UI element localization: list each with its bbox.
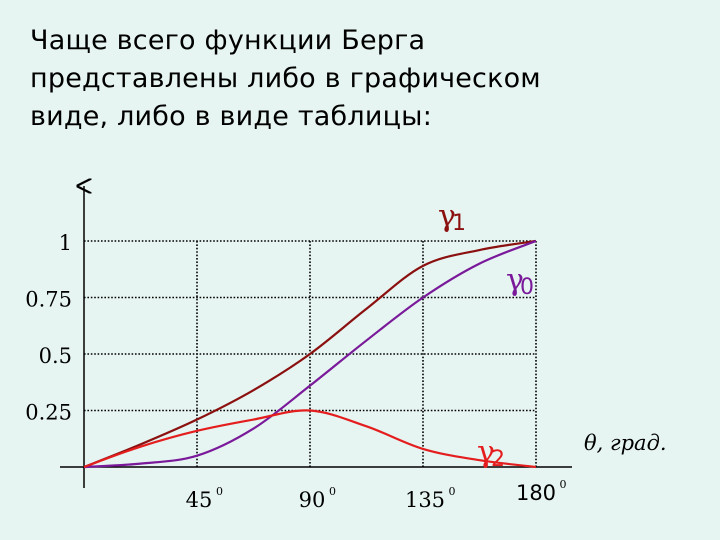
- series-line-gamma0: [83, 239, 537, 469]
- y-tick-label-2: 0.75: [25, 288, 72, 312]
- series-label-gamma2: γ: [477, 435, 495, 470]
- y-tick-label-0: 0.25: [25, 401, 72, 425]
- slide-text: Чаще всего функции Берга представлены ли…: [30, 25, 541, 132]
- series-label-gamma0: γ: [506, 263, 524, 298]
- series-label-gamma1: γ: [438, 199, 456, 234]
- series-subscript-gamma2: 2: [491, 447, 505, 472]
- y-tick-label-1: 0.5: [39, 344, 72, 368]
- x-tick-label-2: 135: [405, 488, 445, 512]
- x-tick-sup-1: 0: [329, 485, 336, 498]
- series-subscript-gamma0: 0: [520, 275, 534, 300]
- x-tick-label-1: 90: [299, 488, 326, 512]
- x-axis-label: θ, град.: [584, 431, 667, 455]
- series-line-gamma1: [83, 239, 537, 469]
- x-tick-sup-2: 0: [449, 485, 456, 498]
- x-tick-sup-3: 0: [560, 478, 567, 491]
- x-tick-sup-0: 0: [216, 485, 223, 498]
- x-tick-label-0: 45: [186, 488, 213, 512]
- series-line-gamma2: [83, 409, 537, 469]
- series-subscript-gamma1: 1: [452, 211, 466, 236]
- y-tick-label-3: 1: [59, 231, 72, 255]
- x-tick-label-3: 180: [516, 481, 556, 505]
